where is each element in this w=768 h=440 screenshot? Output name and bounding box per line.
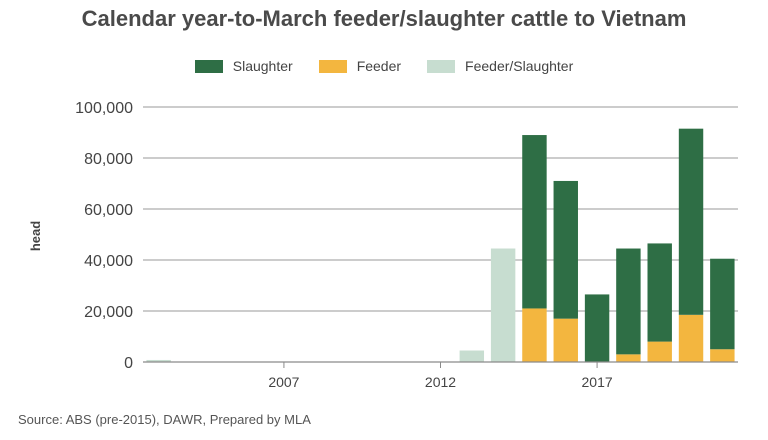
y-tick-label: 40,000	[84, 253, 133, 270]
source-note: Source: ABS (pre-2015), DAWR, Prepared b…	[18, 412, 311, 427]
bar-feeder-2021	[710, 349, 735, 362]
legend-swatch-slaughter	[194, 59, 223, 73]
y-tick-label: 0	[124, 355, 133, 372]
legend-item-slaughter: Slaughter	[194, 58, 293, 74]
bar-feeder-2016	[553, 318, 578, 362]
bar-feeder-2019	[647, 341, 672, 362]
bar-slaughter-2020	[678, 128, 704, 315]
bar-slaughter-2021	[710, 258, 735, 350]
bar-slaughter-2018	[616, 248, 641, 355]
x-tick-label: 2012	[425, 374, 456, 390]
bar-slaughter-2017	[584, 294, 610, 362]
bar-slaughter-2015	[522, 135, 547, 309]
bar-slaughter-2016	[553, 180, 578, 319]
legend-label-slaughter: Slaughter	[232, 58, 293, 74]
legend-item-feeder: Feeder	[318, 58, 402, 74]
y-tick-label: 60,000	[84, 202, 133, 219]
x-tick-label: 2017	[582, 374, 613, 390]
y-tick-label: 20,000	[84, 304, 133, 321]
bar-feeder-2020	[678, 314, 704, 362]
bar-feeder-slaughter-2013	[459, 350, 485, 362]
legend-item-feeder-slaughter: Feeder/Slaughter	[427, 58, 573, 74]
legend: Slaughter Feeder Feeder/Slaughter	[0, 58, 768, 74]
legend-swatch-feeder-slaughter	[427, 59, 456, 73]
legend-label-feeder: Feeder	[356, 58, 402, 74]
bar-feeder-slaughter-2014	[490, 248, 516, 362]
bar-slaughter-2019	[647, 243, 672, 342]
bar-feeder-slaughter-2003	[146, 359, 171, 362]
y-tick-label: 80,000	[84, 151, 133, 168]
chart-plot: 0 20,000 40,000 60,000 80,000 100,000 2007 201…	[28, 100, 738, 390]
bar-feeder-2018	[616, 354, 641, 362]
y-tick-label: 100,000	[75, 100, 133, 117]
bar-feeder-2015	[522, 308, 547, 362]
y-axis-label: head	[28, 221, 43, 251]
legend-swatch-feeder	[318, 59, 347, 73]
x-tick-label: 2007	[268, 374, 299, 390]
legend-label-feeder-slaughter: Feeder/Slaughter	[465, 58, 574, 74]
y-tick-labels: 0 20,000 40,000 60,000 80,000 100,000	[75, 100, 133, 372]
x-tick-labels: 2007 2012 2017	[268, 362, 613, 390]
chart-title: Calendar year-to-March feeder/slaughter …	[81, 6, 687, 31]
bars	[146, 128, 735, 362]
